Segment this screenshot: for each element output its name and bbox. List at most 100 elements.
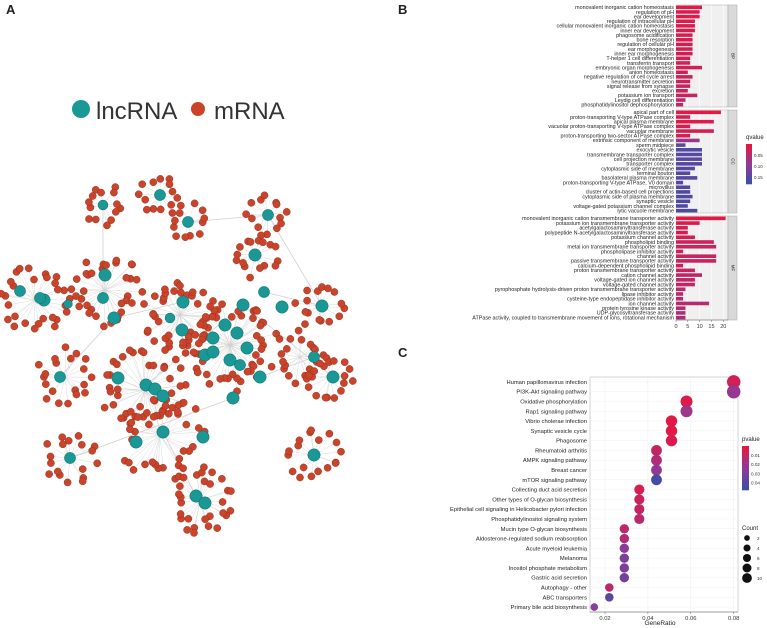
- mrna-node: [249, 314, 257, 323]
- network-edge: [113, 389, 146, 405]
- pathway-label: Inositol phosphate metabolism: [509, 566, 587, 572]
- mrna-node: [201, 313, 210, 321]
- pathway-label: Melanoma: [560, 556, 588, 562]
- network-edge: [71, 288, 106, 291]
- mrna-node: [100, 322, 108, 331]
- mrna-node: [340, 358, 349, 367]
- mrna-node: [10, 322, 19, 331]
- mrna-node: [194, 424, 203, 432]
- go-bar: [676, 301, 710, 306]
- go-term-label: metal ion transmembrane transporter acti…: [567, 245, 674, 251]
- mrna-node: [21, 319, 30, 328]
- lncrna-node: [156, 389, 170, 403]
- mrna-node: [161, 285, 169, 294]
- go-bar: [676, 14, 700, 19]
- mrna-node: [78, 465, 87, 473]
- network-edge: [34, 299, 39, 324]
- pathway-dot: [619, 573, 630, 583]
- mrna-node: [176, 510, 185, 518]
- network-edge: [179, 314, 203, 336]
- mrna-node: [79, 287, 88, 295]
- mrna-node: [168, 403, 177, 412]
- mrna-node: [30, 275, 38, 284]
- go-bar: [676, 75, 693, 79]
- mrna-node: [182, 420, 191, 429]
- mrna-node: [54, 285, 62, 294]
- pvalue-legend-tick: 0.03: [751, 471, 760, 476]
- mrna-node: [138, 288, 147, 296]
- mrna-node: [316, 359, 324, 368]
- x-tick-label: 0.04: [642, 616, 654, 622]
- lncrna-node: [236, 298, 250, 312]
- go-term-label: proton-transporting V-type ATPase comple…: [570, 115, 674, 121]
- mrna-node: [48, 387, 57, 396]
- go-term-label: signal release from synapse: [607, 84, 674, 90]
- pathway-dot: [590, 603, 599, 611]
- lncrna-node: [196, 430, 210, 444]
- mrna-node: [275, 335, 284, 343]
- pathway-label: Synaptic vesicle cycle: [531, 429, 587, 435]
- mrna-node: [85, 215, 93, 223]
- pathway-dot: [619, 524, 630, 534]
- lncrna-node: [129, 435, 143, 449]
- pathway-dot: [619, 553, 630, 563]
- count-legend-dot: [743, 544, 751, 552]
- facet-strip-label: MF: [730, 265, 735, 272]
- go-bar: [676, 47, 693, 51]
- mrna-node: [297, 335, 306, 344]
- go-term-label: proton transmembrane transporter activit…: [574, 268, 674, 274]
- mrna-node: [307, 472, 316, 481]
- network-edge: [154, 314, 181, 342]
- mrna-node: [143, 409, 151, 417]
- mrna-node: [129, 466, 138, 474]
- mrna-node: [307, 426, 315, 435]
- mrna-node: [43, 440, 52, 448]
- mrna-node: [168, 187, 177, 196]
- mrna-node: [227, 313, 236, 321]
- mrna-node: [85, 198, 93, 206]
- mrna-node: [87, 269, 96, 278]
- mrna-node: [257, 336, 266, 344]
- facet-strip-bp: [727, 4, 738, 108]
- mrna-node: [138, 180, 146, 188]
- mrna-node: [67, 285, 76, 294]
- lncrna-node: [34, 292, 46, 304]
- mrna-node: [246, 238, 255, 246]
- go-bar: [676, 176, 698, 180]
- mrna-node: [271, 242, 280, 251]
- go-term-label: voltage-gated ion channel activity: [594, 278, 674, 284]
- pathway-label: Vibrio cholerae infection: [525, 419, 587, 425]
- mrna-node: [295, 436, 304, 445]
- pathway-dot: [619, 533, 630, 544]
- lncrna-node: [107, 311, 121, 325]
- panel-letter-a: A: [6, 2, 16, 17]
- mrna-node: [200, 214, 209, 223]
- network-edge: [168, 314, 181, 336]
- pathway-label: AMPK signaling pathway: [523, 458, 587, 464]
- network-edge: [64, 376, 69, 404]
- pathway-label: Phosphatidylinositol signaling system: [491, 517, 587, 523]
- panel-letter-c: C: [398, 345, 408, 360]
- network-edge: [75, 289, 106, 297]
- mrna-node: [110, 188, 118, 197]
- mrna-node: [113, 385, 122, 394]
- go-bar: [676, 93, 698, 98]
- mrna-node: [7, 277, 15, 286]
- count-legend-label: 8: [757, 566, 760, 571]
- mrna-node: [227, 487, 235, 495]
- go-term-label: ion channel activity: [628, 301, 674, 307]
- network-edge: [19, 268, 36, 301]
- mrna-node: [176, 364, 185, 372]
- go-bar: [676, 254, 717, 258]
- network-edge: [104, 289, 143, 293]
- go-term-label: ATPase activity, coupled to transmembran…: [472, 315, 674, 321]
- lncrna-node: [175, 323, 189, 337]
- mrna-node: [176, 482, 184, 491]
- go-term-label: apical part of cell: [634, 110, 674, 116]
- mrna-node: [113, 200, 121, 208]
- go-bar: [676, 148, 702, 152]
- go-term-label: cell projection membrane: [614, 157, 674, 163]
- lncrna-node: [206, 331, 220, 345]
- go-term-label: anion homeostasis: [629, 70, 674, 76]
- go-term-label: cation channel activity: [621, 273, 674, 279]
